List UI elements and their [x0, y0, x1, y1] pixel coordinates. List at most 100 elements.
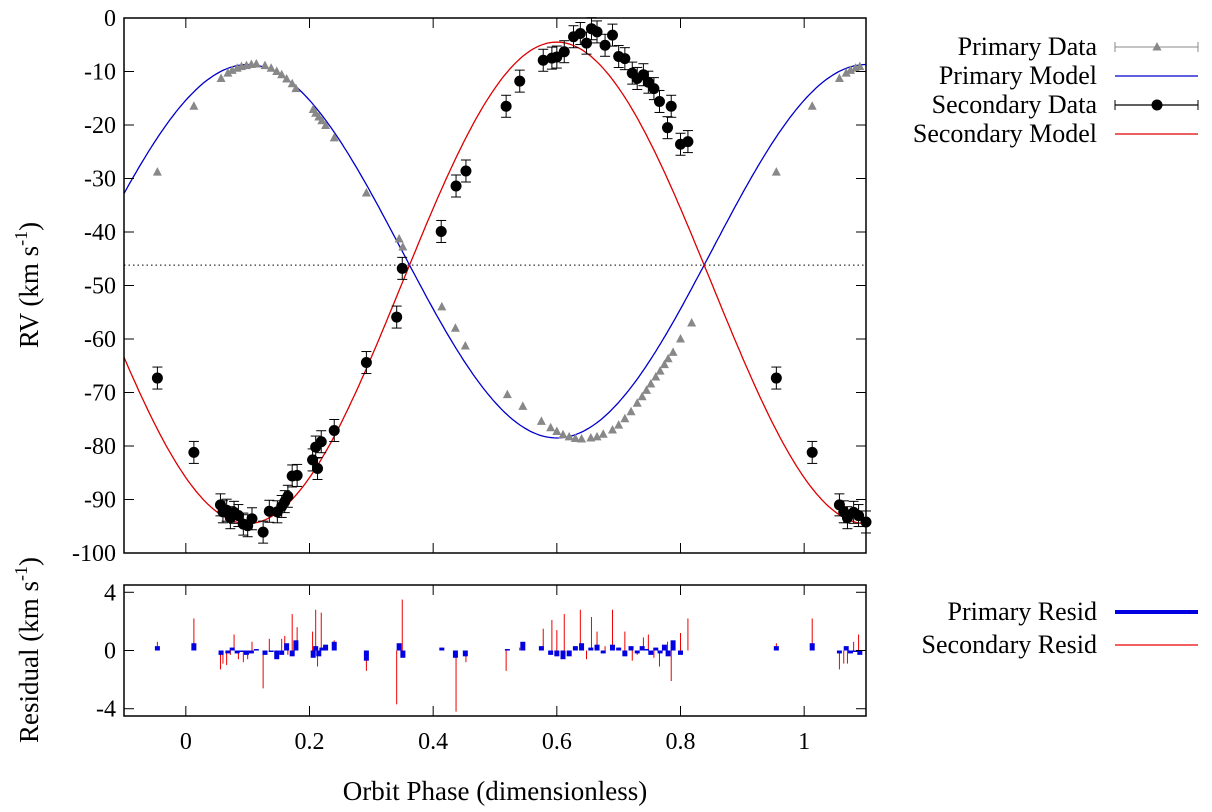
primary-residual-bar	[773, 646, 779, 651]
primary-residual-bar	[554, 650, 560, 657]
secondary-data-point	[537, 54, 549, 66]
primary-residual-bar	[452, 650, 458, 658]
primary-data-point	[152, 167, 162, 176]
primary-data-point	[655, 366, 665, 375]
primary-data-point	[227, 65, 237, 74]
secondary-data-point	[282, 490, 294, 502]
primary-residual-bar	[396, 643, 402, 651]
secondary-data-point	[396, 262, 408, 274]
primary-data-point	[663, 353, 673, 363]
primary-data-point	[564, 431, 574, 441]
primary-data-point	[676, 334, 685, 343]
secondary-data-point	[450, 180, 462, 192]
primary-data-point	[536, 416, 546, 425]
rv-y-tick-label: 0	[104, 6, 116, 32]
primary-residual-bar	[520, 641, 526, 651]
rv-y-tick-label: -30	[84, 167, 116, 193]
primary-data-point	[592, 431, 602, 441]
primary-data-point	[518, 401, 528, 410]
secondary-data-point	[263, 505, 275, 517]
primary-data-point	[398, 241, 408, 251]
residual-y-tick-label: 0	[104, 639, 116, 665]
rv-y-tick-label: -100	[72, 541, 116, 567]
primary-data-point	[361, 187, 371, 197]
primary-data-point	[771, 167, 781, 176]
secondary-data-point	[853, 510, 865, 522]
residual-x-tick-label: 0.8	[666, 729, 696, 755]
secondary-data-point	[514, 75, 526, 87]
secondary-model-curve	[123, 41, 867, 525]
primary-data-point	[637, 391, 647, 401]
secondary-data-point	[315, 436, 327, 448]
residual-y-axis-label: Residual (km s-1)	[11, 557, 44, 743]
primary-residual-bar	[588, 647, 594, 651]
secondary-data-point	[435, 225, 447, 237]
primary-data-point	[291, 83, 301, 93]
legend-label: Secondary Data	[932, 90, 1098, 119]
primary-residual-bar	[622, 650, 628, 657]
primary-residual-bar	[310, 650, 316, 658]
rv-plot-frame	[123, 17, 867, 554]
primary-residual-bar	[594, 644, 600, 651]
primary-data-point	[272, 66, 282, 75]
primary-residual-bar	[284, 643, 290, 651]
primary-residual-bar	[639, 646, 645, 651]
primary-residual-bar	[857, 650, 863, 655]
primary-residual-bar	[316, 650, 322, 657]
legend-secondary-data-marker	[1151, 99, 1163, 111]
primary-data-point	[216, 73, 226, 82]
legend-primary-data-marker	[1152, 42, 1162, 51]
rv-y-tick-label: -70	[84, 381, 116, 407]
primary-residual-bar	[609, 644, 615, 651]
primary-data-point	[570, 433, 580, 443]
primary-data-point	[687, 317, 697, 327]
primary-data-point	[807, 101, 817, 110]
rv-y-tick-label: -50	[84, 274, 116, 300]
primary-residual-bar	[363, 650, 369, 661]
primary-data-point	[502, 389, 512, 399]
primary-data-point	[646, 378, 656, 388]
secondary-data-point	[558, 46, 570, 58]
primary-residual-bar	[648, 650, 654, 655]
primary-data-point	[855, 61, 865, 71]
rv-y-tick-label: -90	[84, 488, 116, 514]
primary-data-point	[317, 115, 327, 125]
rv-panel: 0 -10 -20 -30 -40 -50 -60 -70 -80 -90 -100 RV (km …	[11, 6, 1199, 567]
primary-residual-bar	[238, 650, 244, 652]
residual-y-ticks: 4 0 -4	[96, 580, 866, 723]
primary-residual-bar	[248, 650, 254, 654]
legend-label: Secondary Resid	[922, 630, 1097, 659]
secondary-data-point	[619, 53, 631, 65]
primary-data-point	[546, 422, 556, 432]
primary-residual-bar	[243, 650, 249, 655]
primary-residual-bar	[538, 646, 544, 651]
primary-residual-bar	[229, 647, 235, 651]
rv-y-axis-label: RV (km s-1)	[11, 222, 44, 348]
primary-residual-bar	[628, 646, 634, 651]
secondary-data-point	[188, 446, 200, 458]
primary-residual-bar	[848, 650, 854, 654]
primary-data-point	[668, 347, 678, 356]
secondary-data-point	[682, 136, 694, 148]
secondary-data-point	[246, 513, 258, 525]
primary-data-point	[394, 233, 404, 243]
primary-residual-bar	[253, 649, 259, 651]
primary-residual-bar	[665, 650, 671, 657]
primary-data-point	[321, 120, 331, 130]
primary-data-point	[287, 78, 297, 88]
primary-residual-bar	[836, 650, 842, 654]
primary-data-point	[558, 429, 568, 439]
primary-residual-bar	[852, 650, 858, 652]
rv-y-tick-label: -80	[84, 434, 116, 460]
residual-panel: 4 0 -4 0 0.2 0.4 0.6 0.8 1 Residual (km s-1) Or…	[11, 557, 1198, 806]
primary-residual-bar	[566, 650, 572, 657]
primary-data-point	[846, 65, 856, 74]
primary-residual-bar	[661, 644, 667, 651]
secondary-data-point	[291, 469, 303, 481]
residual-legend: Primary Resid Secondary Resid	[922, 597, 1198, 659]
primary-residual-bar	[653, 647, 659, 651]
primary-data-point	[450, 323, 460, 332]
primary-residual-bar	[504, 649, 510, 651]
primary-residual-bar	[234, 650, 240, 654]
